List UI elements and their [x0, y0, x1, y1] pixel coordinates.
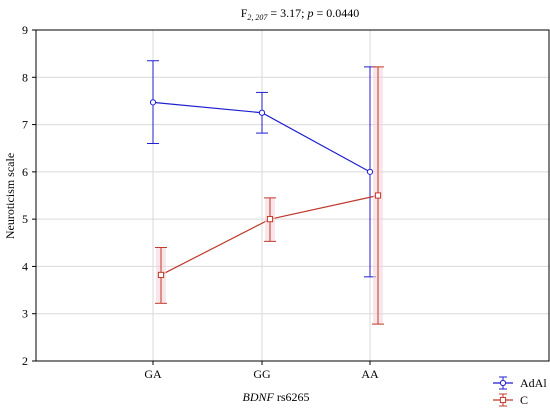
series-layer [147, 60, 384, 325]
title-suffix: = 0.0440 [314, 6, 360, 20]
x-axis: GA GG AA [144, 361, 379, 381]
y-axis: 2 3 4 5 6 7 8 9 [22, 23, 36, 368]
plot-frame [35, 29, 550, 362]
title-prefix: F [241, 6, 248, 20]
legend: AdAl C [493, 376, 547, 407]
grid-lines [36, 30, 549, 361]
title-middle: = 3.17; [267, 6, 307, 20]
y-tick-label: 6 [22, 165, 28, 179]
y-tick-label: 7 [22, 118, 28, 132]
data-point [258, 109, 266, 116]
y-tick-label: 9 [22, 23, 28, 37]
legend-marker [499, 379, 507, 387]
legend-label: C [520, 393, 528, 407]
x-axis-label-italic: BDNF [242, 390, 274, 404]
y-tick-label: 4 [22, 259, 28, 273]
data-point [374, 192, 382, 199]
series-adal [147, 60, 376, 278]
x-tick-label: GA [144, 367, 162, 381]
y-tick-label: 2 [22, 354, 28, 368]
x-tick-label: GG [253, 367, 271, 381]
x-axis-label: BDNF rs6265 [242, 390, 309, 404]
x-axis-label-rest: rs6265 [274, 390, 310, 404]
data-point [366, 168, 374, 175]
title-subscript: 2, 207 [247, 13, 268, 22]
data-point [157, 271, 165, 279]
series-c [155, 66, 384, 325]
data-point [266, 216, 274, 223]
legend-item-adal: AdAl [493, 376, 547, 390]
legend-marker [499, 396, 507, 404]
data-point [149, 99, 157, 106]
title-p-label: p [307, 6, 314, 20]
x-tick-label: AA [361, 367, 379, 381]
chart-title: F2, 207 = 3.17; p = 0.0440 [241, 6, 360, 22]
legend-label: AdAl [520, 376, 547, 390]
y-tick-label: 5 [22, 212, 28, 226]
legend-item-c: C [493, 393, 528, 407]
y-axis-label: Neuroticism scale [3, 153, 17, 239]
y-tick-label: 8 [22, 70, 28, 84]
y-tick-label: 3 [22, 307, 28, 321]
